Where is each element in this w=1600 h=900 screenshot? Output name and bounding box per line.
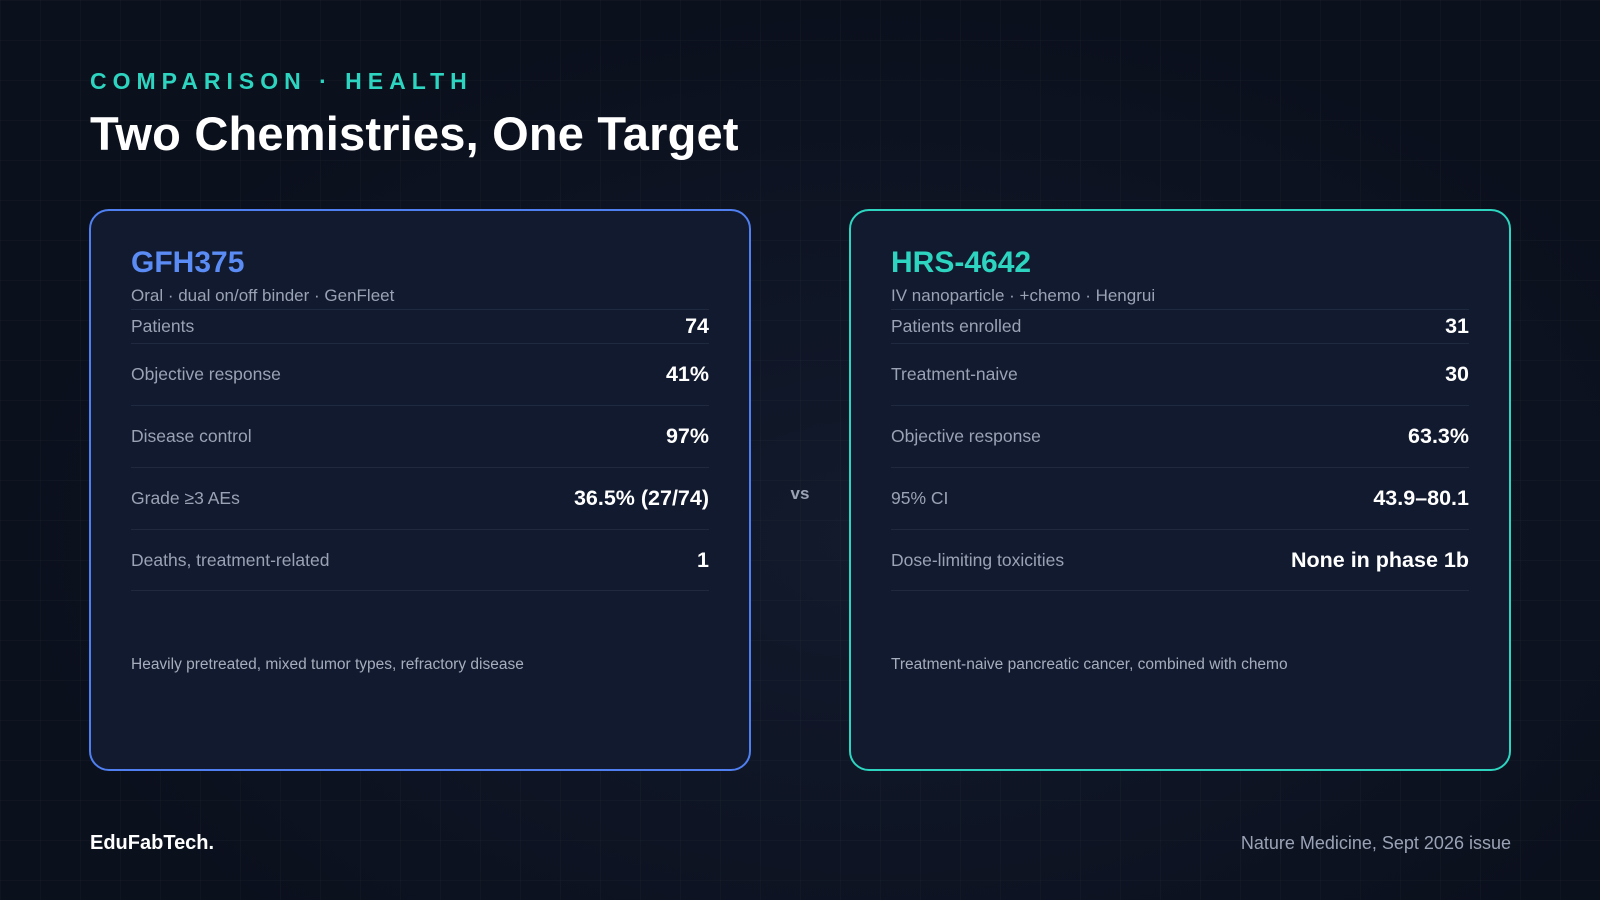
page-title: Two Chemistries, One Target [90, 107, 739, 160]
vs-label: vs [790, 484, 810, 503]
stat-row: Dose-limiting toxicities None in phase 1… [891, 529, 1469, 591]
stat-row: Treatment-naive 30 [891, 343, 1469, 405]
stat-value: 1 [697, 547, 709, 572]
stat-row: Objective response 41% [131, 343, 709, 405]
stat-value: 36.5% (27/74) [573, 486, 709, 510]
stat-label: Disease control [131, 426, 252, 446]
comparison-card-gfh375: GFH375 Oral · dual on/off binder · GenFl… [89, 209, 751, 771]
eyebrow-label: COMPARISON · HEALTH [90, 68, 473, 94]
source-citation: Nature Medicine, Sept 2026 issue [1240, 833, 1511, 853]
stat-row: 95% CI 43.9–80.1 [891, 467, 1469, 529]
brand-logo-text: EduFabTech. [90, 832, 215, 854]
stat-value: 30 [1445, 362, 1469, 386]
stat-row: Patients enrolled 31 [891, 309, 1469, 343]
stat-value: 97% [665, 424, 709, 448]
card-subtitle: Oral · dual on/off binder · GenFleet [131, 286, 395, 305]
stats-list: Patients enrolled 31 Treatment-naive 30 … [891, 309, 1469, 591]
stat-label: Objective response [131, 364, 281, 384]
card-title: GFH375 [131, 246, 245, 279]
stat-label: 95% CI [891, 488, 949, 508]
stat-value: 63.3% [1408, 424, 1469, 448]
stat-row: Grade ≥3 AEs 36.5% (27/74) [131, 467, 709, 529]
stat-label: Treatment-naive [891, 364, 1018, 384]
stat-label: Patients enrolled [891, 316, 1022, 336]
stat-value: 43.9–80.1 [1373, 486, 1469, 510]
card-note: Heavily pretreated, mixed tumor types, r… [131, 656, 524, 673]
stat-label: Objective response [891, 426, 1041, 446]
card-note: Treatment-naive pancreatic cancer, combi… [891, 656, 1288, 673]
stat-label: Dose-limiting toxicities [891, 549, 1065, 570]
stat-row: Patients 74 [131, 309, 709, 343]
stat-label: Patients [131, 316, 195, 336]
card-title: HRS-4642 [891, 246, 1032, 279]
stat-row: Objective response 63.3% [891, 405, 1469, 467]
comparison-card-hrs4642: HRS-4642 IV nanoparticle · +chemo · Heng… [849, 209, 1511, 771]
stat-label: Deaths, treatment-related [131, 549, 330, 570]
stat-label: Grade ≥3 AEs [131, 488, 240, 508]
stat-value: 41% [665, 362, 709, 386]
card-subtitle: IV nanoparticle · +chemo · Hengrui [891, 286, 1156, 305]
stats-list: Patients 74 Objective response 41% Disea… [131, 309, 709, 591]
stat-row: Disease control 97% [131, 405, 709, 467]
stat-value: 74 [685, 314, 709, 338]
stat-value: 31 [1445, 314, 1469, 338]
stat-row: Deaths, treatment-related 1 [131, 529, 709, 591]
stat-value: None in phase 1b [1290, 547, 1469, 572]
